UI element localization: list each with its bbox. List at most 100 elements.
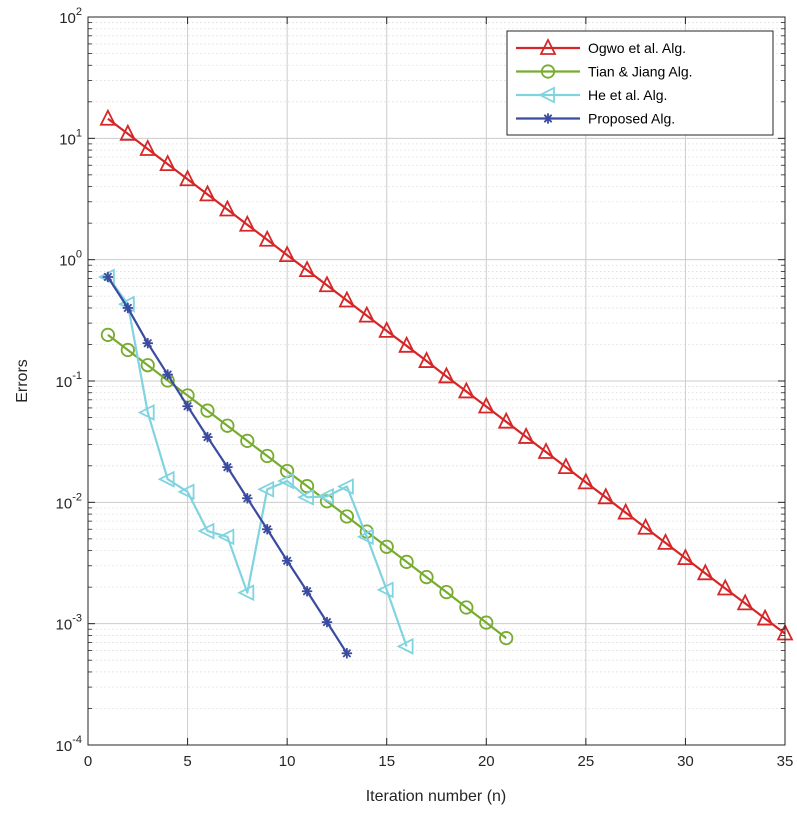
legend-label: Tian & Jiang Alg. [588, 64, 693, 80]
data-point-marker [318, 275, 336, 293]
data-point-marker [376, 581, 394, 599]
data-point-marker [220, 418, 235, 433]
data-point-marker [338, 290, 356, 308]
data-point-marker [439, 585, 454, 600]
data-point-marker [100, 327, 116, 342]
legend-label: He et al. Alg. [588, 87, 667, 103]
x-axis-label: Iteration number (n) [366, 788, 507, 805]
y-tick-label-exponent: -4 [72, 734, 82, 746]
asterisk-stroke [543, 114, 553, 123]
y-tick-label-base: 10 [56, 495, 73, 512]
legend-item: He et al. Alg. [516, 86, 667, 104]
data-point-marker [499, 631, 514, 646]
series [102, 271, 353, 659]
data-point-marker [696, 563, 714, 581]
data-point-marker [260, 448, 275, 464]
data-point-marker [459, 600, 474, 615]
data-point-marker [120, 342, 135, 358]
data-point-marker [316, 487, 334, 505]
y-tick-label-base: 10 [59, 10, 76, 27]
data-point-marker [457, 381, 475, 399]
data-point-marker [557, 457, 575, 475]
data-point-marker [597, 487, 615, 505]
data-point-marker [617, 502, 635, 520]
y-tick-label: 102 [59, 6, 82, 27]
data-point-marker [102, 271, 114, 283]
data-point-marker [99, 108, 117, 126]
asterisk-stroke [262, 524, 272, 534]
x-tick-label: 20 [478, 753, 495, 770]
data-point-marker [200, 403, 215, 418]
data-point-marker [736, 593, 754, 611]
data-point-marker [379, 539, 394, 554]
data-point-marker [262, 524, 273, 535]
data-point-marker [321, 616, 333, 628]
asterisk-stroke [302, 586, 312, 596]
asterisk-stroke [282, 556, 292, 566]
data-point-marker [537, 86, 555, 104]
y-axis-label: Errors [14, 359, 31, 403]
data-point-marker [756, 608, 774, 626]
data-point-marker [398, 335, 416, 353]
data-point-marker [278, 245, 296, 263]
data-point-marker [162, 369, 173, 380]
data-point-marker [139, 138, 157, 156]
data-point-marker [418, 351, 435, 368]
data-point-marker [657, 532, 674, 550]
asterisk-stroke [123, 303, 133, 313]
legend-label: Ogwo et al. Alg. [588, 40, 686, 56]
data-point-marker [539, 37, 557, 55]
data-point-marker [257, 480, 275, 498]
data-point-marker [202, 431, 213, 443]
y-tick-label: 10-4 [56, 734, 82, 755]
data-point-marker [218, 199, 236, 217]
legend: Ogwo et al. Alg. Tian & Jiang Alg. He et a… [506, 30, 774, 136]
data-point-marker [197, 522, 215, 540]
data-point-marker [399, 554, 414, 569]
x-tick-label: 25 [578, 753, 595, 770]
data-point-marker [356, 528, 374, 546]
y-tick-label-exponent: -2 [72, 491, 82, 503]
data-point-marker [157, 470, 175, 488]
data-point-marker [419, 569, 434, 585]
data-point-marker [517, 426, 535, 444]
data-point-marker [281, 555, 293, 566]
y-tick-label: 100 [59, 249, 82, 270]
data-point-marker [179, 169, 197, 187]
asterisk-stroke [223, 462, 232, 472]
data-point-marker [336, 478, 354, 495]
data-point-marker [277, 472, 295, 490]
data-point-marker [497, 411, 515, 429]
axis-ticks [87, 16, 786, 746]
data-point-marker [479, 615, 494, 630]
asterisk-stroke [103, 272, 113, 282]
data-point-marker [716, 578, 734, 596]
data-point-marker [542, 113, 554, 124]
data-point-marker [540, 64, 556, 79]
data-point-marker [438, 366, 455, 384]
x-tick-label: 35 [777, 753, 794, 770]
series [97, 268, 414, 655]
asterisk-stroke [143, 338, 153, 348]
data-point-marker [182, 400, 193, 412]
y-tick-label-base: 10 [59, 253, 76, 270]
y-tick-label: 10-1 [56, 370, 82, 391]
asterisk-stroke [183, 401, 192, 411]
series-line [107, 276, 408, 647]
data-point-marker [97, 268, 115, 286]
x-tick-label: 15 [378, 753, 395, 770]
y-tick-label-base: 10 [59, 131, 76, 148]
data-point-marker [237, 584, 255, 602]
y-tick-label: 101 [59, 127, 82, 148]
asterisk-stroke [243, 493, 252, 503]
y-tick-label: 10-3 [56, 613, 82, 634]
y-tick-label-exponent: -1 [72, 370, 82, 382]
data-point-marker [258, 229, 276, 247]
series [99, 108, 794, 641]
data-point-marker [159, 154, 177, 172]
data-point-marker [577, 472, 595, 490]
legend-label: Proposed Alg. [588, 111, 675, 127]
series-layer [97, 108, 794, 659]
